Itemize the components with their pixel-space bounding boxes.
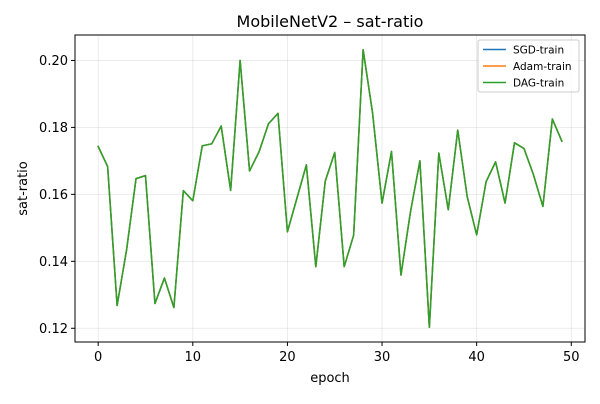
x-tick-label: 20: [279, 350, 296, 365]
x-tick-label: 50: [563, 350, 580, 365]
x-tick-label: 10: [185, 350, 202, 365]
y-tick-label: 0.20: [39, 54, 68, 69]
plot-frame: [74, 34, 586, 343]
legend-box: [477, 39, 580, 93]
legend-label-sgd-train: SGD-train: [513, 44, 564, 56]
y-tick-label: 0.16: [39, 188, 68, 203]
y-tick-label: 0.12: [39, 322, 68, 337]
legend-label-adam-train: Adam-train: [513, 61, 572, 73]
legend: SGD-train Adam-train DAG-train: [477, 39, 580, 93]
y-tick-label: 0.18: [39, 121, 68, 136]
x-axis-label: epoch: [310, 371, 350, 386]
x-tick-label: 30: [374, 350, 391, 365]
series-line-dag-train: [97, 48, 563, 329]
y-tick-label: 0.14: [39, 255, 68, 270]
x-tick-label: 0: [94, 350, 102, 365]
axis-ticks: 0 10 20 30 40 50 0.12 0.14 0.16 0.18 0.20: [39, 54, 580, 365]
series-lines: [97, 48, 563, 329]
y-axis-label: sat-ratio: [16, 161, 31, 216]
legend-label-dag-train: DAG-train: [513, 77, 564, 89]
x-tick-label: 40: [468, 350, 485, 365]
chart-title: MobileNetV2 – sat-ratio: [237, 12, 424, 31]
